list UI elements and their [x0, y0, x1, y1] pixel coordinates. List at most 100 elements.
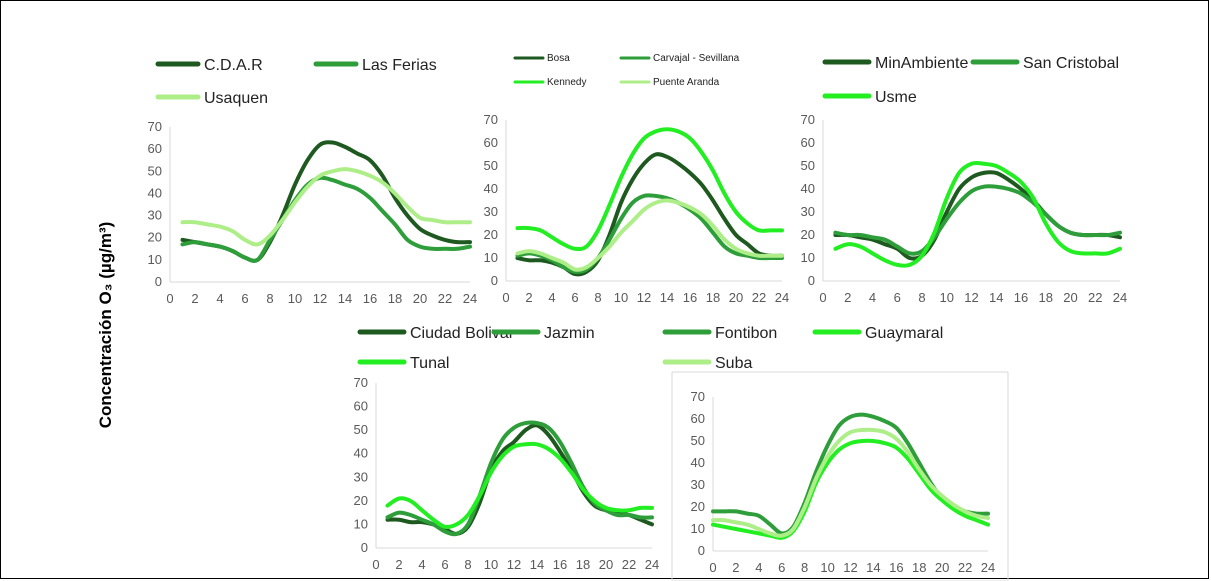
y-tick-label: 70 — [354, 375, 368, 390]
legend-label: Las Ferias — [362, 57, 437, 74]
series-line-puente-aranda — [515, 198, 784, 272]
legend-item: Ciudad Bolivar — [357, 325, 515, 342]
legend-label: Tunal — [410, 355, 449, 372]
legend-item: Fontibon — [662, 325, 777, 342]
x-tick-label: 4 — [869, 290, 876, 305]
series-line-las-ferias — [180, 175, 472, 263]
legend-label: San Cristobal — [1023, 55, 1119, 72]
legend-label: Puente Aranda — [653, 77, 720, 88]
series-line-kennedy — [515, 127, 784, 252]
y-tick-label: 10 — [148, 252, 162, 267]
y-tick-label: 60 — [484, 135, 498, 150]
x-tick-label: 10 — [614, 290, 628, 305]
legend-label: Suba — [715, 355, 752, 372]
y-tick-label: 40 — [691, 455, 705, 470]
x-tick-label: 8 — [266, 291, 273, 306]
x-tick-label: 18 — [576, 557, 590, 572]
x-tick-label: 0 — [166, 291, 173, 306]
x-tick-label: 8 — [801, 560, 808, 575]
legend-item: San Cristobal — [970, 55, 1119, 72]
legend-label: Ciudad Bolivar — [410, 325, 515, 342]
legend-item: Bosa — [513, 53, 570, 64]
x-tick-label: 18 — [706, 290, 720, 305]
y-tick-label: 70 — [691, 389, 705, 404]
x-tick-label: 6 — [571, 290, 578, 305]
y-tick-label: 0 — [361, 540, 368, 555]
y-tick-label: 20 — [148, 230, 162, 245]
y-tick-label: 20 — [484, 227, 498, 242]
series-line-suba — [711, 427, 990, 538]
legend-item: Puente Aranda — [619, 77, 720, 88]
x-tick-label: 4 — [755, 560, 762, 575]
legend-item: Kennedy — [513, 77, 586, 88]
y-tick-label: 60 — [148, 141, 162, 156]
x-tick-label: 20 — [1063, 290, 1077, 305]
x-tick-label: 10 — [820, 560, 834, 575]
x-tick-label: 18 — [912, 560, 926, 575]
legend-label: Usaquen — [204, 90, 268, 107]
series-line-jazmin — [385, 420, 654, 537]
x-tick-label: 0 — [709, 560, 716, 575]
x-tick-label: 6 — [441, 557, 448, 572]
y-tick-label: 40 — [148, 185, 162, 200]
x-tick-label: 16 — [553, 557, 567, 572]
x-tick-label: 24 — [1113, 290, 1127, 305]
x-tick-label: 14 — [660, 290, 674, 305]
x-tick-label: 14 — [530, 557, 544, 572]
y-tick-label: 60 — [354, 399, 368, 414]
y-tick-label: 0 — [491, 273, 498, 288]
y-tick-label: 50 — [148, 163, 162, 178]
x-tick-label: 0 — [502, 290, 509, 305]
x-tick-label: 2 — [732, 560, 739, 575]
x-tick-label: 8 — [464, 557, 471, 572]
y-tick-label: 70 — [148, 119, 162, 134]
x-tick-label: 4 — [216, 291, 223, 306]
x-tick-label: 14 — [989, 290, 1003, 305]
x-tick-label: 24 — [981, 560, 995, 575]
legend-item: Carvajal - Sevillana — [619, 53, 740, 64]
x-tick-label: 8 — [918, 290, 925, 305]
legend-label: Jazmin — [544, 325, 595, 342]
x-tick-label: 16 — [1014, 290, 1028, 305]
y-tick-label: 30 — [691, 477, 705, 492]
y-tick-label: 50 — [484, 158, 498, 173]
x-tick-label: 20 — [729, 290, 743, 305]
y-tick-label: 0 — [698, 543, 705, 558]
y-tick-label: 30 — [148, 208, 162, 223]
legend-item: C.D.A.R — [155, 57, 263, 74]
y-tick-label: 10 — [484, 250, 498, 265]
legend-item: Usaquen — [155, 90, 268, 107]
y-tick-label: 10 — [801, 250, 815, 265]
x-tick-label: 6 — [894, 290, 901, 305]
x-tick-label: 20 — [413, 291, 427, 306]
y-tick-label: 0 — [808, 273, 815, 288]
y-tick-label: 60 — [691, 411, 705, 426]
y-tick-label: 50 — [354, 422, 368, 437]
series-line-ciudad-bolivar — [385, 423, 654, 536]
legend-label: C.D.A.R — [204, 57, 263, 74]
y-axis-label: Concentración O₃ (µg/m³) — [96, 222, 115, 429]
y-tick-label: 30 — [484, 204, 498, 219]
x-tick-label: 2 — [844, 290, 851, 305]
x-tick-label: 22 — [622, 557, 636, 572]
y-tick-label: 40 — [354, 446, 368, 461]
x-tick-label: 10 — [940, 290, 954, 305]
x-tick-label: 0 — [372, 557, 379, 572]
legend-item: Las Ferias — [313, 57, 437, 74]
series-line-guaymaral — [711, 438, 990, 540]
y-tick-label: 0 — [155, 274, 162, 289]
legend-label: MinAmbiente — [875, 55, 968, 72]
legend-label: Guaymaral — [865, 325, 943, 342]
x-tick-label: 20 — [935, 560, 949, 575]
y-tick-label: 40 — [801, 181, 815, 196]
x-tick-label: 6 — [241, 291, 248, 306]
y-tick-label: 60 — [801, 135, 815, 150]
x-tick-label: 22 — [1088, 290, 1102, 305]
x-tick-label: 24 — [645, 557, 659, 572]
x-tick-label: 12 — [843, 560, 857, 575]
legend-item: Guaymaral — [812, 325, 943, 342]
x-tick-label: 14 — [338, 291, 352, 306]
